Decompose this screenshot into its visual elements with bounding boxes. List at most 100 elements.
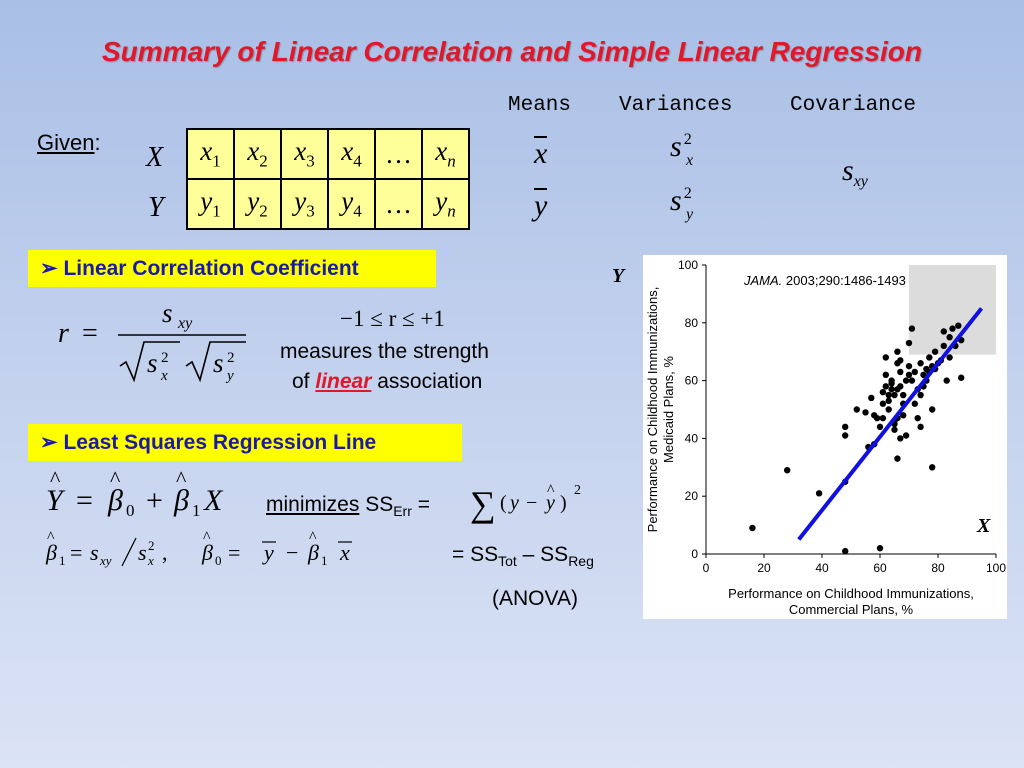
data-point <box>882 354 889 361</box>
eq-sign: = <box>76 484 93 517</box>
sub: 1 <box>321 553 328 568</box>
minus: − <box>286 540 298 565</box>
data-point <box>885 406 892 413</box>
data-point <box>905 339 913 347</box>
data-point <box>946 334 953 341</box>
data-point <box>897 383 904 390</box>
y-tick-label: 20 <box>685 489 699 503</box>
data-point <box>897 368 904 376</box>
sub: xy <box>99 553 112 568</box>
beta1: β <box>307 540 319 565</box>
den-sx: s <box>147 348 158 378</box>
beta0: β <box>107 484 123 517</box>
data-point <box>815 490 823 497</box>
data-point <box>853 406 860 413</box>
data-point <box>891 391 898 399</box>
s: s <box>90 540 99 565</box>
given-colon: : <box>94 130 101 155</box>
x-tick-label: 80 <box>931 561 945 575</box>
data-point <box>946 354 953 361</box>
x-row: x1 x2 x3 x4 … xn <box>186 128 470 180</box>
x-bar: x <box>534 136 548 170</box>
variances-header: Variances <box>619 94 733 117</box>
den-sx-sub: x <box>160 368 168 384</box>
data-point <box>784 466 791 474</box>
hat-mark: ^ <box>110 470 121 491</box>
banner-regression: ➢ Least Squares Regression Line <box>28 424 462 461</box>
data-point <box>882 371 889 379</box>
data-point <box>882 383 889 390</box>
x-cell: x4 <box>327 128 376 180</box>
hat-mark: ^ <box>176 470 187 491</box>
data-point <box>940 342 947 350</box>
data-point <box>749 524 756 532</box>
x-tick-label: 20 <box>757 561 771 575</box>
data-point <box>920 371 927 379</box>
x-tick-label: 0 <box>703 561 710 575</box>
beta0-sub: 0 <box>126 501 135 520</box>
data-table: x1 x2 x3 x4 … xn y1 y2 y3 y4 … yn <box>186 128 470 230</box>
data-point <box>897 435 904 442</box>
x-cell: xn <box>421 128 470 180</box>
y-tick-label: 40 <box>685 431 699 445</box>
data-point <box>917 391 924 399</box>
data-point <box>900 391 907 399</box>
r-formula: r = s xy s 2 x s 2 y <box>58 298 246 384</box>
sqrt-sign-x <box>119 341 180 383</box>
data-point <box>926 354 933 361</box>
data-point <box>958 374 965 381</box>
data-point <box>943 377 950 384</box>
regression-line <box>797 307 984 541</box>
sub: 1 <box>59 553 66 568</box>
axis-letter-x: X <box>977 515 991 537</box>
x-var: X <box>203 484 224 517</box>
equals-sign: = <box>82 318 98 349</box>
y-hat: Y <box>46 484 66 517</box>
den-sy: s <box>213 348 224 378</box>
beta1-sub: 1 <box>192 501 201 520</box>
given-label: Given: <box>37 130 101 156</box>
minus: − <box>526 492 537 514</box>
paren: ) <box>560 492 567 514</box>
regression-equation: Y ^ = β ^ 0 + β ^ 1 X <box>46 470 224 520</box>
x-tick-label: 60 <box>873 561 887 575</box>
ss-decomposition: = SSTot – SSReg <box>452 543 594 570</box>
hat-mark: ^ <box>203 530 211 546</box>
data-point <box>873 414 881 422</box>
ybar: y <box>262 540 274 565</box>
data-point <box>902 377 910 384</box>
x-cell: x2 <box>233 128 282 180</box>
covariance-header: Covariance <box>790 94 917 117</box>
y-axis-label-line2: Medicaid Plans, % <box>661 356 676 463</box>
data-point <box>929 406 936 413</box>
data-point <box>894 348 901 355</box>
scatter-plot-svg: 0 20 40 60 80 100 0 20 40 60 80 100 JAMA. 2003;290:1… <box>645 258 1006 617</box>
den-sy-sub: y <box>225 368 234 384</box>
data-point <box>905 362 913 370</box>
data-point <box>917 423 924 431</box>
y-cell: y4 <box>327 178 376 230</box>
sup: 2 <box>148 538 155 553</box>
anova-text: (ANOVA) <box>492 587 578 610</box>
data-point <box>888 377 895 384</box>
hat-mark: ^ <box>309 530 317 546</box>
x-axis-label-line1: Performance on Childhood Immunizations, <box>728 586 974 601</box>
data-point <box>842 432 849 439</box>
data-point <box>897 357 904 364</box>
y-cell: yn <box>421 178 470 230</box>
data-point <box>891 426 898 433</box>
y-axis-label-line1: Performance on Childhood Immunizations, <box>645 287 660 533</box>
data-point <box>842 547 849 555</box>
data-point <box>902 432 910 439</box>
reference-text: JAMA. 2003;290:1486-1493 <box>743 273 906 288</box>
data-point <box>900 412 907 419</box>
data-point <box>885 397 892 405</box>
y-cell: … <box>374 178 423 230</box>
data-point <box>955 322 962 329</box>
axis-letter-y: Y <box>612 265 625 287</box>
data-point <box>905 371 913 379</box>
r-symbol: r <box>58 318 69 349</box>
xbar: x <box>339 540 350 565</box>
